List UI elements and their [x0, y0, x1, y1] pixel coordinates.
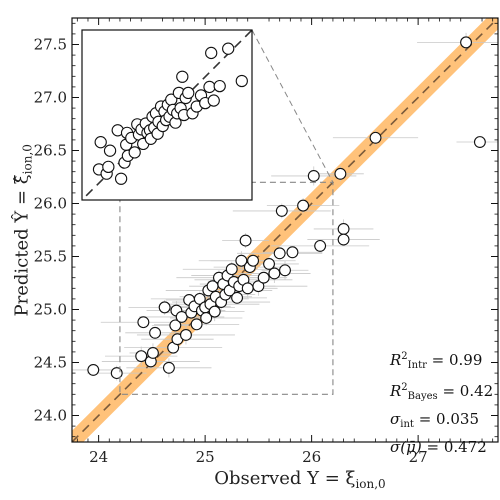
- x-axis-label-text: Observed Y = ξ: [214, 468, 356, 489]
- data-point: [314, 239, 327, 252]
- inset-data-point: [213, 79, 226, 93]
- data-point: [110, 367, 123, 380]
- data-point: [247, 254, 260, 267]
- data-point: [235, 254, 248, 267]
- zoom-connector: [251, 29, 334, 183]
- y-tick-label: 27.5: [34, 36, 67, 54]
- x-axis-label: Observed Y = ξion,0: [170, 468, 430, 491]
- stat-r2-intr-exponent: 2: [401, 351, 408, 362]
- y-tick-label: 25.5: [34, 248, 67, 266]
- stat-sigma-int-symbol: σ: [390, 410, 401, 428]
- data-point: [208, 305, 221, 318]
- y-tick-label: 24.0: [34, 407, 67, 425]
- stat-r2-intr-subscript: Intr: [407, 360, 427, 371]
- data-point: [137, 316, 150, 329]
- stat-sigma-int-subscript: int: [400, 419, 414, 430]
- stat-r2-intr: R2Intr = 0.99: [390, 346, 498, 377]
- stat-sigma-mu-symbol: σ(μ̄): [390, 438, 422, 456]
- inset-plot-area: [82, 30, 252, 200]
- y-axis-label: Predicted Ŷ = ξ̂ion,0: [11, 144, 35, 317]
- data-point: [460, 36, 472, 49]
- data-point: [169, 319, 182, 332]
- data-point: [190, 318, 203, 331]
- inset-data-point: [103, 144, 117, 157]
- stat-sigma-mu: σ(μ̄) = 0.472: [390, 436, 498, 458]
- axes: 24 25 26 27 24.0 24.5 25.0 25.5 26.0 26.5 27.0 27.5: [34, 18, 498, 466]
- stat-r2-bayes-subscript: Bayes: [407, 391, 438, 402]
- main-plot-area: [72, 18, 498, 442]
- x-tick-label: 24: [89, 448, 108, 466]
- data-point: [87, 363, 100, 376]
- x-tick-label: 26: [302, 448, 321, 466]
- data-point: [307, 169, 320, 182]
- x-tick-label: 27: [409, 448, 428, 466]
- y-axis-label-text: Predicted Ŷ = ξ̂: [11, 174, 33, 317]
- data-point: [279, 264, 291, 277]
- inset-data-point: [205, 46, 218, 60]
- data-point: [162, 361, 175, 374]
- data-point: [337, 222, 350, 235]
- data-point: [286, 246, 299, 259]
- inset-data-point: [235, 74, 248, 88]
- data-point: [268, 267, 281, 280]
- data-point: [252, 280, 265, 293]
- stat-r2-intr-symbol: R: [390, 351, 402, 369]
- data-point: [334, 167, 347, 180]
- data-point: [257, 271, 270, 284]
- y-tick-label: 27.0: [34, 89, 67, 107]
- data-point: [369, 131, 382, 144]
- data-point: [146, 347, 159, 359]
- data-point: [275, 204, 288, 217]
- data-point: [175, 310, 188, 323]
- stat-sigma-mu-value: = 0.472: [426, 438, 487, 456]
- identity-line: [72, 18, 498, 442]
- y-tick-label: 26.0: [34, 195, 67, 213]
- stat-r2-bayes: R2Bayes = 0.42: [390, 377, 498, 408]
- inset-data-point: [102, 160, 115, 173]
- stat-r2-bayes-value: = 0.42: [442, 382, 494, 400]
- inset-data-point: [94, 136, 107, 149]
- data-point: [158, 301, 171, 314]
- inset-data-point: [176, 70, 189, 83]
- zoom-box: [119, 181, 334, 395]
- inset-data-point: [203, 80, 216, 94]
- inset-frame: [81, 29, 253, 201]
- data-point: [241, 282, 254, 295]
- data-point: [180, 328, 192, 341]
- inset-data-point: [207, 94, 220, 107]
- y-tick-label: 24.5: [34, 354, 67, 372]
- data-point: [135, 350, 148, 363]
- data-point: [239, 234, 252, 247]
- data-point: [200, 312, 213, 324]
- y-axis-label-subscript: ion,0: [20, 144, 35, 175]
- data-point: [263, 257, 275, 270]
- stat-sigma-int: σint = 0.035: [390, 408, 498, 436]
- inset-data-point: [222, 42, 235, 55]
- inset-data-point: [182, 86, 195, 100]
- stats-legend: R2Intr = 0.99 R2Bayes = 0.42 σint = 0.03…: [390, 346, 498, 458]
- data-point: [337, 233, 350, 246]
- data-point: [225, 263, 238, 276]
- x-axis-label-subscript: ion,0: [355, 477, 386, 491]
- data-point: [231, 291, 244, 304]
- y-tick-label: 26.5: [34, 142, 67, 160]
- stat-r2-bayes-exponent: 2: [401, 382, 408, 393]
- inset-data-point: [128, 146, 141, 159]
- x-tick-label: 25: [196, 448, 215, 466]
- data-point: [149, 326, 162, 339]
- data-point: [473, 136, 486, 148]
- plot-frame: [71, 17, 499, 443]
- y-tick-label: 25.0: [34, 301, 67, 319]
- data-point: [297, 199, 310, 212]
- stat-r2-intr-value: = 0.99: [431, 351, 483, 369]
- stat-sigma-int-value: = 0.035: [418, 410, 479, 428]
- data-point: [273, 247, 286, 260]
- data-point: [193, 292, 206, 305]
- stat-r2-bayes-symbol: R: [390, 382, 402, 400]
- inset-data-point: [114, 172, 128, 185]
